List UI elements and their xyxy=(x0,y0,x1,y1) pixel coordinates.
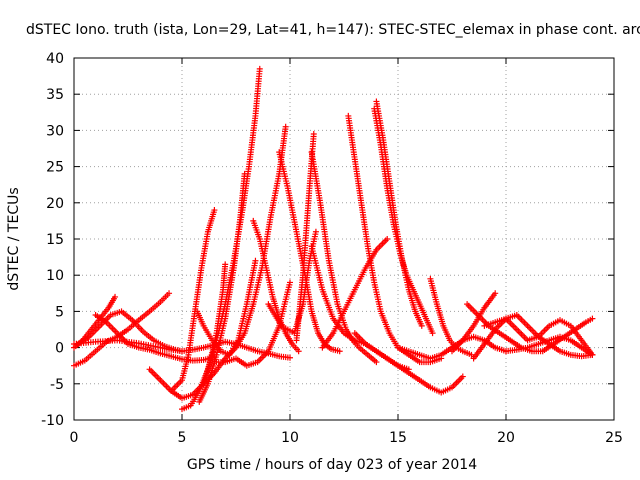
x-tick-label: 20 xyxy=(497,430,515,446)
data-point xyxy=(252,257,259,264)
y-tick-label: 15 xyxy=(46,232,64,248)
x-tick-label: 25 xyxy=(605,430,623,446)
data-point xyxy=(310,131,317,138)
x-tick-label: 15 xyxy=(389,430,407,446)
data-arc xyxy=(194,257,259,358)
data-arc xyxy=(71,293,119,351)
data-point xyxy=(295,348,302,355)
x-axis-title: GPS time / hours of day 023 of year 2014 xyxy=(187,457,477,473)
data-point xyxy=(336,348,343,355)
y-tick-label: 0 xyxy=(55,341,64,357)
data-arc xyxy=(319,236,391,351)
data-point xyxy=(418,322,425,329)
x-tick-label: 5 xyxy=(178,430,187,446)
x-tick-label: 10 xyxy=(281,430,299,446)
y-tick-label: -10 xyxy=(41,413,64,429)
data-arc xyxy=(308,149,380,366)
x-tick-label: 0 xyxy=(70,430,79,446)
data-point xyxy=(166,290,173,297)
data-point xyxy=(429,330,436,337)
data-point xyxy=(589,315,596,322)
chart-title: dSTEC Iono. truth (ista, Lon=29, Lat=41,… xyxy=(26,22,640,38)
data-point xyxy=(459,373,466,380)
data-arc xyxy=(168,207,218,395)
data-arc xyxy=(345,112,445,366)
axis-ticks: 0 5 10 15 20 25 -10 -5 0 5 10 15 20 25 30 35 40 xyxy=(41,51,623,446)
y-tick-label: 40 xyxy=(46,51,64,67)
data-point xyxy=(373,359,380,366)
data-point xyxy=(241,170,248,177)
y-tick-label: 25 xyxy=(46,160,64,176)
data-point xyxy=(312,228,319,235)
data-points xyxy=(71,65,596,413)
data-point xyxy=(211,207,218,214)
y-tick-label: -5 xyxy=(50,377,64,393)
data-arc xyxy=(373,98,425,329)
y-tick-label: 20 xyxy=(46,196,64,212)
data-arc xyxy=(196,170,248,405)
data-point xyxy=(589,351,596,358)
data-point xyxy=(287,279,293,286)
y-tick-label: 10 xyxy=(46,268,64,284)
data-arc xyxy=(293,131,317,344)
data-point xyxy=(282,123,289,130)
data-arc xyxy=(92,312,218,364)
y-tick-label: 30 xyxy=(46,123,64,139)
data-point xyxy=(112,293,119,300)
data-point xyxy=(222,261,229,268)
y-tick-label: 35 xyxy=(46,87,64,103)
data-point xyxy=(492,290,499,297)
data-arc xyxy=(351,330,466,396)
data-point xyxy=(384,236,391,242)
data-point xyxy=(256,65,263,72)
data-point xyxy=(287,354,293,361)
y-tick-label: 5 xyxy=(55,304,64,320)
y-axis-title: dSTEC / TECUs xyxy=(6,187,22,290)
data-arc xyxy=(503,333,596,358)
data-arc xyxy=(71,290,173,369)
data-arc xyxy=(449,290,499,355)
